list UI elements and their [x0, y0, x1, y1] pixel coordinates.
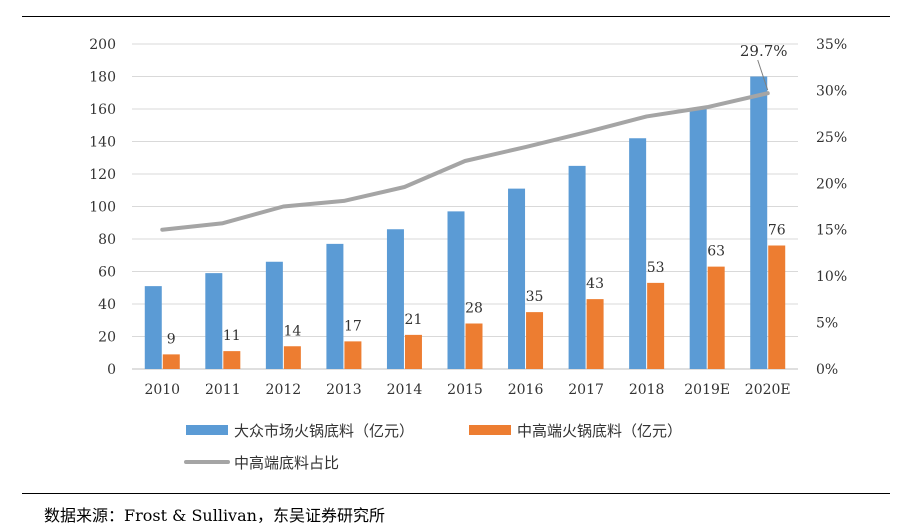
line-premium-share — [160, 91, 770, 232]
y2-tick-label: 25% — [816, 130, 847, 146]
x-tick-label: 2020E — [745, 382, 791, 398]
y-tick-label: 20 — [98, 330, 116, 346]
bar-mass-market — [568, 165, 586, 369]
chart: 0 20 40 60 80 100 120 140 160 180 200 0% 5% 10% 15% 20%… — [89, 37, 847, 472]
bar-premium — [223, 351, 241, 369]
x-tick-label: 2010 — [144, 382, 180, 398]
bar-premium — [768, 245, 786, 369]
bar-premium — [526, 312, 544, 369]
bar-premium — [465, 323, 483, 369]
y-tick-label: 60 — [98, 265, 116, 281]
x-tick-label: 2017 — [568, 382, 604, 398]
y-tick-label: 200 — [89, 37, 116, 53]
bar-mass-market — [205, 273, 223, 369]
y2-tick-label: 20% — [816, 176, 847, 192]
source-rule — [22, 493, 890, 494]
y-tick-label: 120 — [89, 167, 116, 183]
bar-mass-market — [750, 76, 768, 369]
bar-premium — [162, 354, 180, 369]
bar-mass-market — [326, 243, 344, 369]
bar-data-label: 63 — [707, 244, 725, 260]
bar-premium — [586, 299, 604, 369]
x-tick-label: 2013 — [326, 382, 362, 398]
source-note: 数据来源：Frost & Sullivan，东吴证券研究所 — [44, 506, 385, 525]
bar-mass-market — [144, 286, 162, 369]
y-tick-label: 100 — [89, 200, 116, 216]
legend-swatch-premium — [469, 425, 511, 435]
x-tick-label: 2016 — [508, 382, 544, 398]
bar-premium — [647, 282, 665, 369]
y-tick-label: 0 — [107, 362, 116, 378]
bar-premium — [344, 341, 362, 369]
bar-data-label: 21 — [405, 312, 423, 328]
bar-mass-market — [689, 109, 707, 369]
legend-label-share: 中高端底料占比 — [234, 454, 339, 472]
y-tick-label: 160 — [89, 102, 116, 118]
bar-data-label: 11 — [223, 328, 241, 344]
x-tick-label: 2018 — [629, 382, 665, 398]
bar-mass-market — [265, 261, 283, 369]
bar-data-label: 53 — [647, 260, 665, 276]
bar-mass-market — [447, 211, 465, 369]
y2-tick-label: 0% — [816, 362, 838, 378]
y-tick-label: 40 — [98, 297, 116, 313]
x-tick-label: 2015 — [447, 382, 483, 398]
y-tick-label: 140 — [89, 135, 116, 151]
top-rule — [22, 16, 890, 17]
x-tick-label: 2019E — [684, 382, 730, 398]
y2-tick-label: 10% — [816, 269, 847, 285]
y2-tick-label: 15% — [816, 223, 847, 239]
line-data-label: 29.7% — [740, 42, 788, 60]
legend-label-mass-market: 大众市场火锅底料（亿元） — [234, 422, 414, 440]
line-label-leader — [757, 59, 769, 91]
y2-tick-label: 35% — [816, 37, 847, 53]
bar-premium — [404, 334, 422, 369]
y-tick-label: 180 — [89, 70, 116, 86]
bar-data-label: 9 — [167, 331, 176, 347]
legend-label-premium: 中高端火锅底料（亿元） — [517, 422, 682, 440]
bar-data-label: 17 — [344, 318, 362, 334]
bar-mass-market — [508, 188, 526, 369]
x-tick-label: 2011 — [205, 382, 241, 398]
y2-tick-label: 5% — [816, 316, 838, 332]
bar-mass-market — [386, 229, 404, 369]
x-tick-label: 2012 — [266, 382, 302, 398]
legend-swatch-mass-market — [186, 425, 228, 435]
bar-mass-market — [629, 138, 647, 369]
bar-data-label: 43 — [586, 276, 604, 292]
bar-data-label: 28 — [465, 301, 483, 317]
y-tick-label: 80 — [98, 232, 116, 248]
bar-premium — [707, 266, 725, 369]
y2-tick-label: 30% — [816, 83, 847, 99]
bar-data-label: 14 — [283, 323, 301, 339]
bar-data-label: 35 — [526, 289, 544, 305]
bar-premium — [283, 346, 301, 369]
bar-data-label: 76 — [768, 223, 786, 239]
x-tick-label: 2014 — [387, 382, 423, 398]
